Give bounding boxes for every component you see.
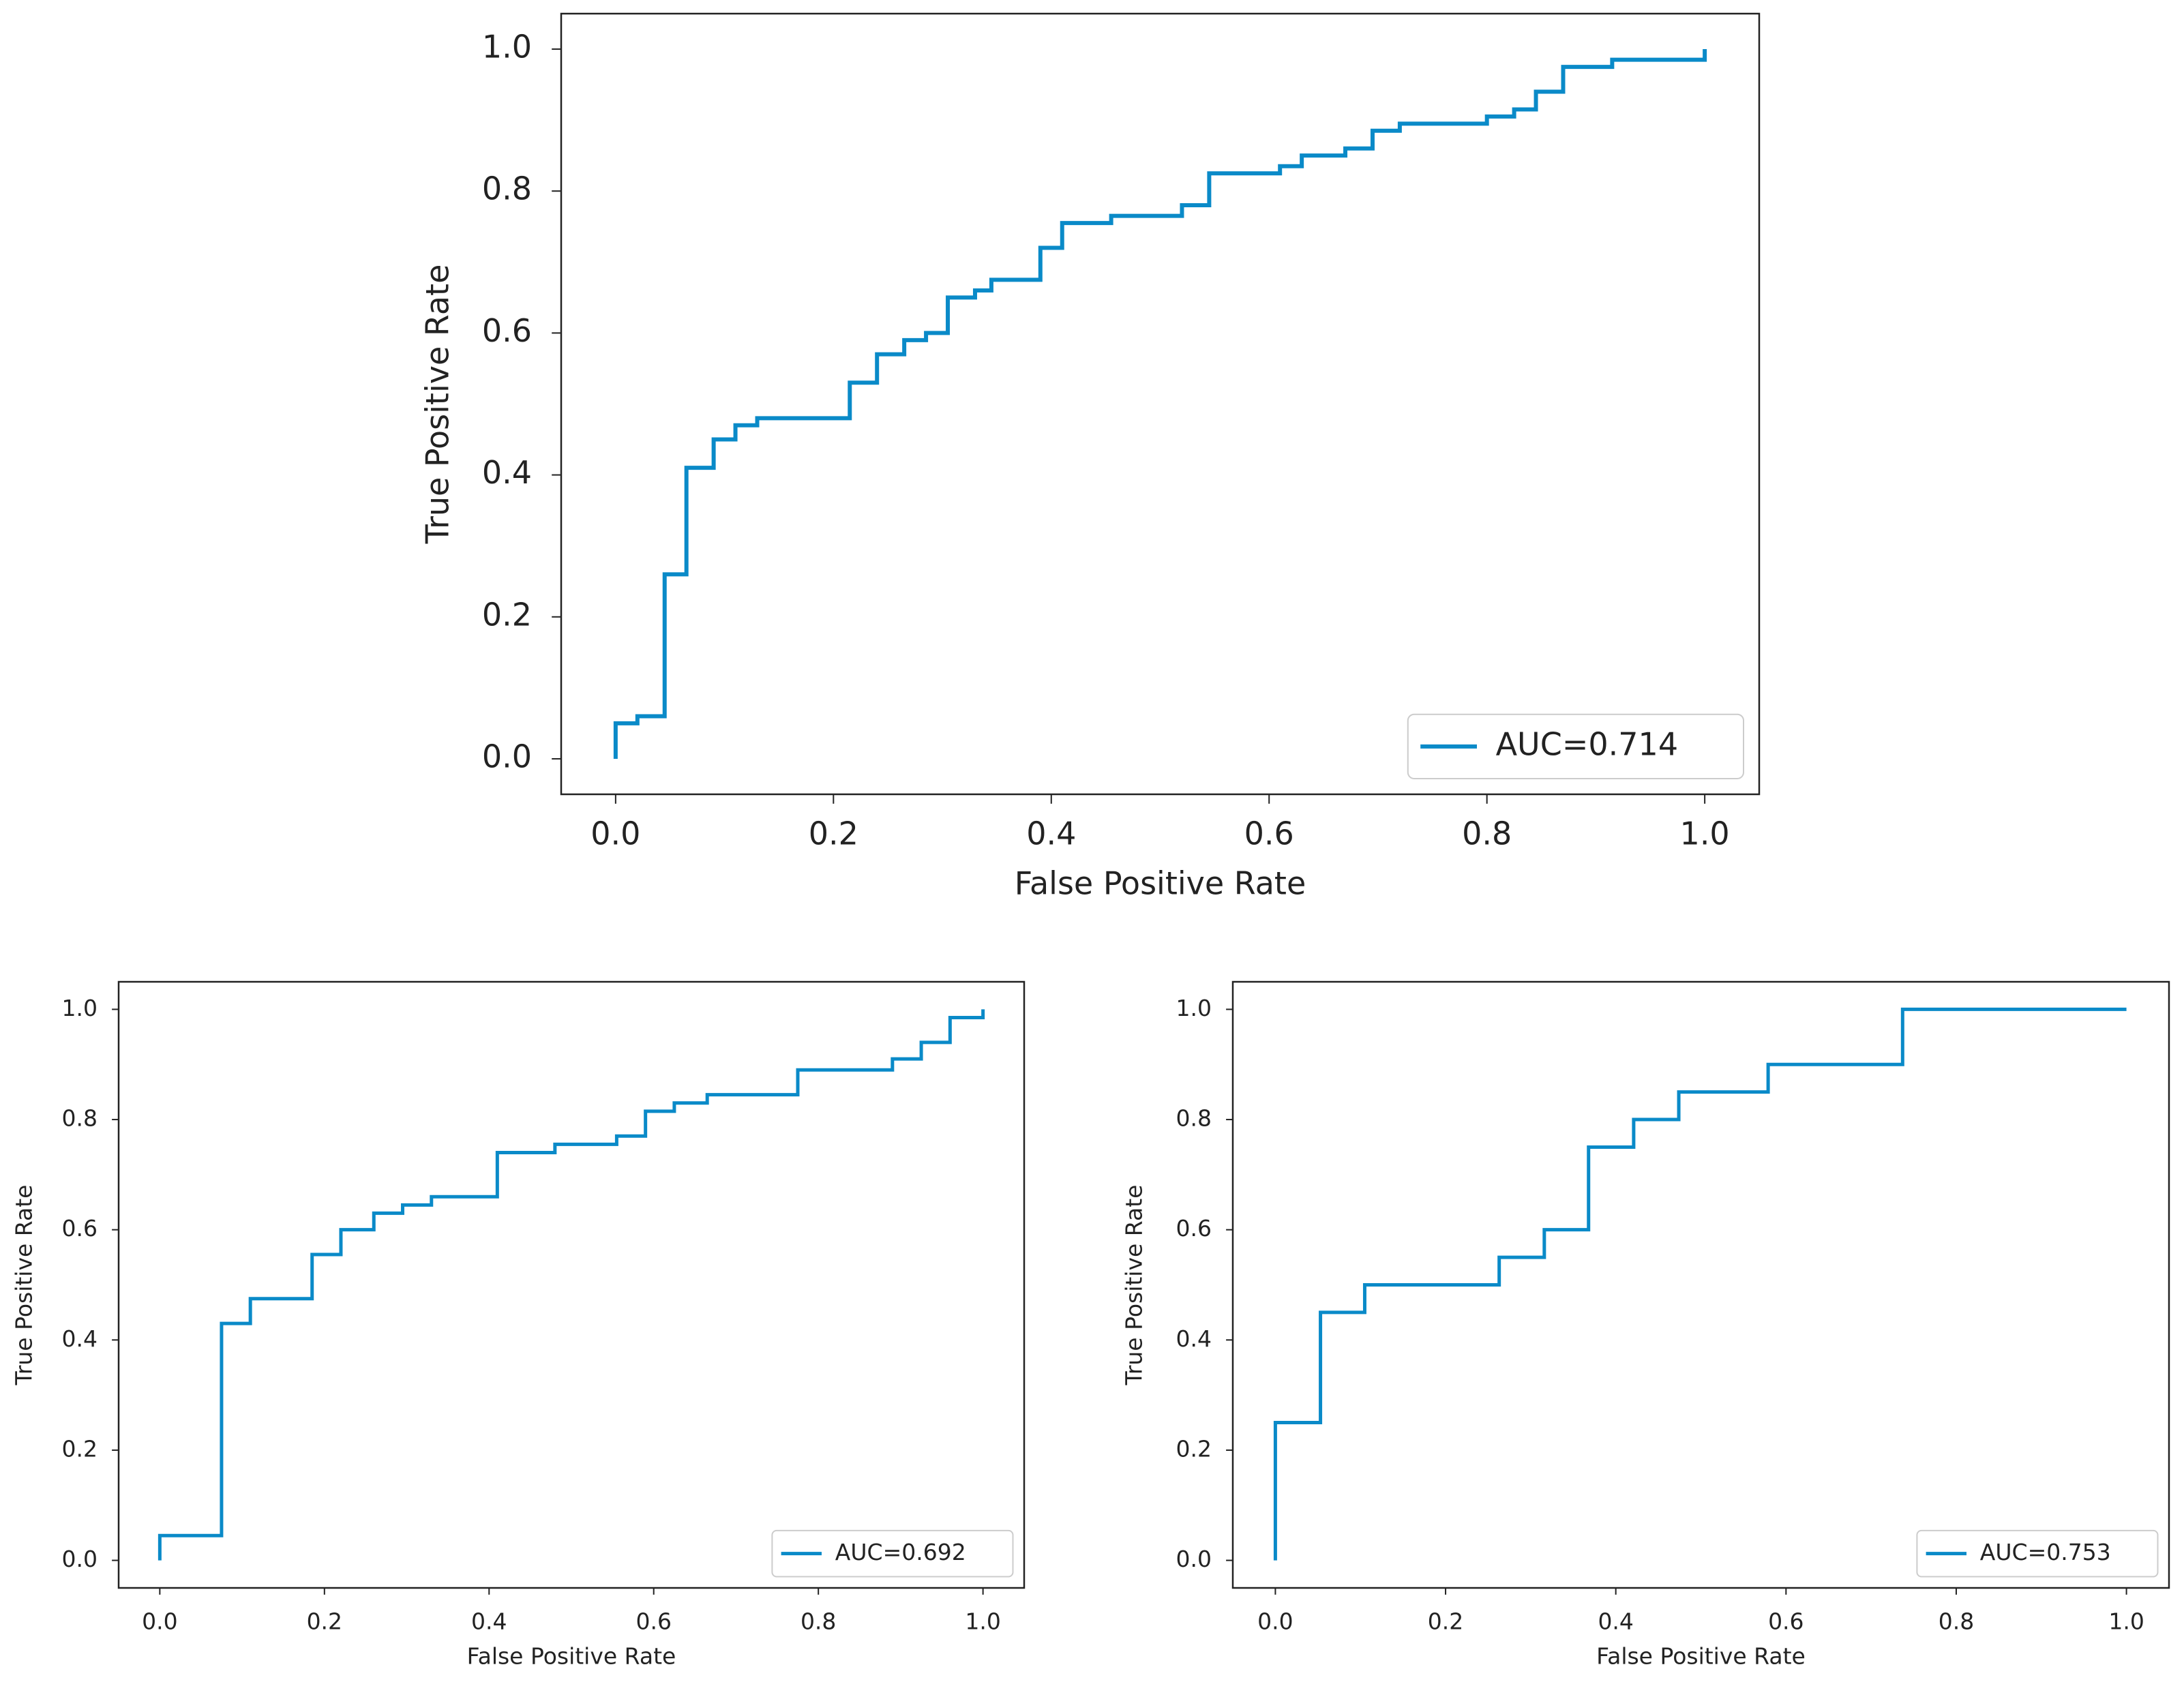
y-axis-label: True Positive Rate bbox=[11, 1185, 38, 1386]
x-tick-label: 0.4 bbox=[1598, 1608, 1633, 1635]
y-tick-label: 0.4 bbox=[1176, 1325, 1212, 1352]
legend: AUC=0.753 bbox=[1916, 1529, 2159, 1578]
y-tick-label: 1.0 bbox=[1176, 995, 1212, 1021]
y-tick-label: 1.0 bbox=[62, 995, 98, 1021]
x-tick-label: 0.8 bbox=[1462, 815, 1512, 852]
y-tick-label: 0.6 bbox=[482, 312, 532, 349]
y-tick-label: 1.0 bbox=[482, 29, 532, 65]
x-tick-label: 0.8 bbox=[1939, 1608, 1974, 1635]
y-tick-label: 0.4 bbox=[482, 454, 532, 491]
y-tick-label: 0.2 bbox=[1176, 1435, 1212, 1462]
y-tick-label: 0.0 bbox=[62, 1546, 98, 1572]
x-tick-label: 0.2 bbox=[809, 815, 858, 852]
legend: AUC=0.714 bbox=[1407, 713, 1745, 779]
y-axis-label: True Positive Rate bbox=[1121, 1185, 1148, 1386]
y-tick-label: 0.0 bbox=[482, 738, 532, 775]
x-axis-label: False Positive Rate bbox=[1596, 1643, 1806, 1670]
legend-label: AUC=0.753 bbox=[1980, 1539, 2111, 1565]
x-tick-label: 0.8 bbox=[801, 1608, 836, 1635]
legend-label: AUC=0.714 bbox=[1496, 725, 1679, 762]
x-tick-label: 0.4 bbox=[471, 1608, 507, 1635]
legend-label: AUC=0.692 bbox=[835, 1539, 966, 1565]
x-tick-label: 0.0 bbox=[590, 815, 640, 852]
y-tick-label: 0.0 bbox=[1176, 1546, 1212, 1572]
x-tick-label: 0.6 bbox=[1244, 815, 1294, 852]
legend-box bbox=[1407, 713, 1745, 779]
x-axis-label: False Positive Rate bbox=[1015, 865, 1306, 902]
x-tick-label: 0.6 bbox=[635, 1608, 671, 1635]
y-axis-label: True Positive Rate bbox=[419, 265, 456, 545]
x-tick-label: 0.2 bbox=[307, 1608, 342, 1635]
legend-box bbox=[1916, 1529, 2159, 1578]
y-tick-label: 0.2 bbox=[62, 1435, 98, 1462]
y-tick-label: 0.8 bbox=[1176, 1105, 1212, 1132]
y-tick-label: 0.4 bbox=[62, 1325, 98, 1352]
x-tick-label: 1.0 bbox=[965, 1608, 1000, 1635]
x-tick-label: 1.0 bbox=[1680, 815, 1730, 852]
x-tick-label: 0.2 bbox=[1428, 1608, 1463, 1635]
y-tick-label: 0.8 bbox=[62, 1105, 98, 1132]
roc-line bbox=[1273, 1007, 2127, 1561]
y-tick-label: 0.6 bbox=[1176, 1215, 1212, 1242]
roc-line bbox=[158, 1009, 985, 1561]
roc-line bbox=[613, 49, 1707, 759]
axes-frame bbox=[1231, 980, 2170, 1589]
legend: AUC=0.692 bbox=[771, 1529, 1014, 1578]
x-tick-label: 0.0 bbox=[142, 1608, 177, 1635]
x-tick-label: 0.6 bbox=[1768, 1608, 1804, 1635]
y-tick-label: 0.8 bbox=[482, 170, 532, 207]
y-tick-label: 0.2 bbox=[482, 596, 532, 633]
axes-frame bbox=[117, 980, 1026, 1589]
x-tick-label: 0.0 bbox=[1257, 1608, 1293, 1635]
legend-box bbox=[771, 1529, 1014, 1578]
x-tick-label: 0.4 bbox=[1026, 815, 1076, 852]
y-tick-label: 0.6 bbox=[62, 1215, 98, 1242]
axes-frame bbox=[560, 12, 1761, 796]
x-axis-label: False Positive Rate bbox=[467, 1643, 676, 1670]
x-tick-label: 1.0 bbox=[2108, 1608, 2144, 1635]
